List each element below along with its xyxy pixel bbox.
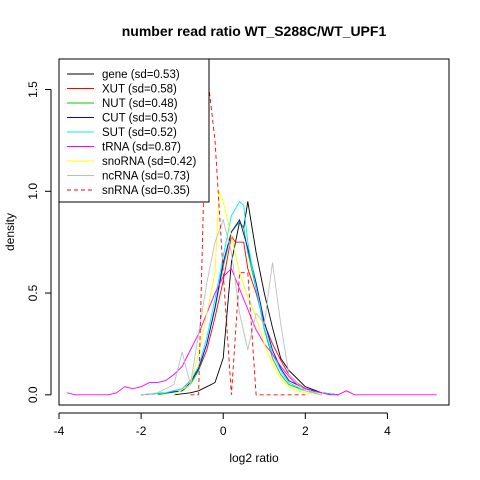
x-axis: -4 -2 0 2 4 <box>54 412 391 438</box>
legend-label: snoRNA (sd=0.42) <box>102 156 196 168</box>
x-tick-label: 4 <box>384 424 391 438</box>
y-tick-label: 0.0 <box>26 386 40 403</box>
legend-label: SUT (sd=0.52) <box>102 127 177 139</box>
x-axis-label: log2 ratio <box>229 451 279 465</box>
x-tick-label: -2 <box>136 424 147 438</box>
chart-title: number read ratio WT_S288C/WT_UPF1 <box>122 23 387 39</box>
legend-label: gene (sd=0.53) <box>102 69 180 81</box>
series-line <box>157 221 322 396</box>
plot-frame <box>58 58 450 406</box>
legend-label: XUT (sd=0.58) <box>102 84 177 96</box>
legend-label: NUT (sd=0.48) <box>102 98 178 110</box>
x-tick-label: -4 <box>54 424 65 438</box>
x-tick-label: 2 <box>302 424 309 438</box>
series-line <box>173 191 322 396</box>
y-tick-label: 1.5 <box>26 81 40 98</box>
legend-label: tRNA (sd=0.87) <box>102 142 181 154</box>
y-axis-label: density <box>3 213 17 251</box>
legend-label: CUT (sd=0.53) <box>102 113 178 125</box>
x-tick-label: 0 <box>220 424 227 438</box>
y-tick-label: 1.0 <box>26 183 40 200</box>
legend-box <box>58 58 210 203</box>
legend-label: snRNA (sd=0.35) <box>102 185 190 197</box>
legend: gene (sd=0.53) XUT (sd=0.58) NUT (sd=0.48)… <box>58 58 210 203</box>
series-line <box>141 218 339 396</box>
legend-label: ncRNA (sd=0.73) <box>102 171 190 183</box>
series-layer <box>67 69 437 396</box>
series-line <box>141 200 339 396</box>
y-axis: 0.0 0.5 1.0 1.5 <box>26 81 52 403</box>
series-line <box>173 201 339 396</box>
y-tick-label: 0.5 <box>26 284 40 301</box>
series-line <box>141 218 322 396</box>
series-line <box>67 267 437 396</box>
